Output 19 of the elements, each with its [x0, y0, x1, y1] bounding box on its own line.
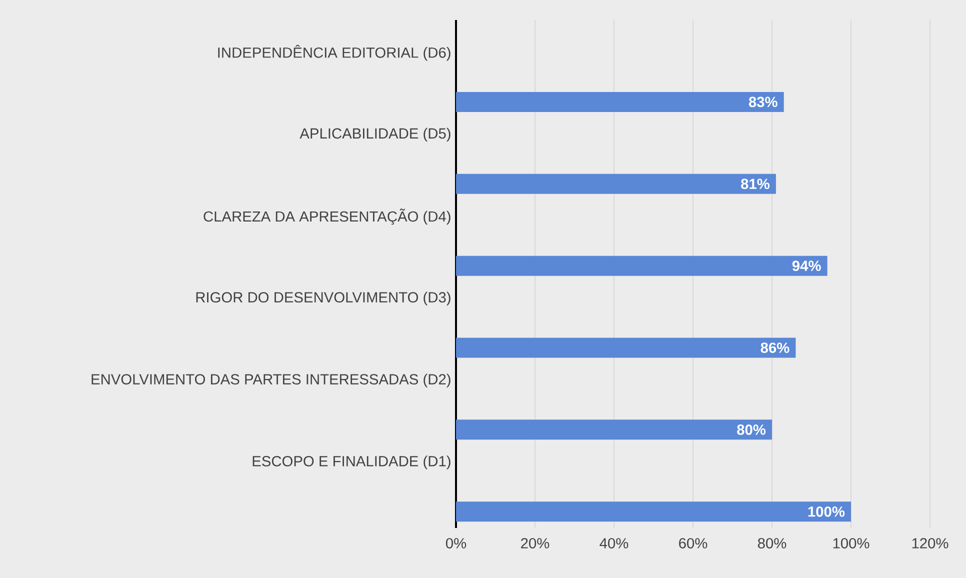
x-tick-label: 40%	[600, 538, 628, 548]
y-tick-label: CLAREZA DA APRESENTAÇÃO (D4)	[204, 208, 450, 225]
x-tick-label: 0%	[446, 538, 466, 548]
x-tick-label: 20%	[521, 538, 550, 548]
data-label: 81%	[741, 178, 770, 190]
y-tick-label: APLICABILIDADE (D5)	[300, 128, 450, 142]
y-tick-label: INDEPENDÊNCIA EDITORIAL (D6)	[218, 44, 450, 61]
data-label: 100%	[808, 506, 845, 517]
y-tick-label: RIGOR DO DESENVOLVIMENTO (D3)	[196, 292, 450, 306]
data-label: 94%	[792, 260, 821, 272]
data-label: 83%	[748, 96, 778, 108]
x-tick-label: 80%	[758, 538, 786, 548]
y-tick-label: ESCOPO E FINALIDADE (D1)	[252, 456, 450, 470]
x-tick-label: 60%	[679, 538, 708, 548]
x-tick-label: 100%	[833, 538, 870, 548]
data-label: 86%	[760, 342, 790, 353]
x-tick-label: 120%	[912, 538, 948, 548]
y-tick-label: ENVOLVIMENTO DAS PARTES INTERESSADAS (D2)	[92, 374, 450, 388]
data-label: 80%	[737, 424, 766, 435]
